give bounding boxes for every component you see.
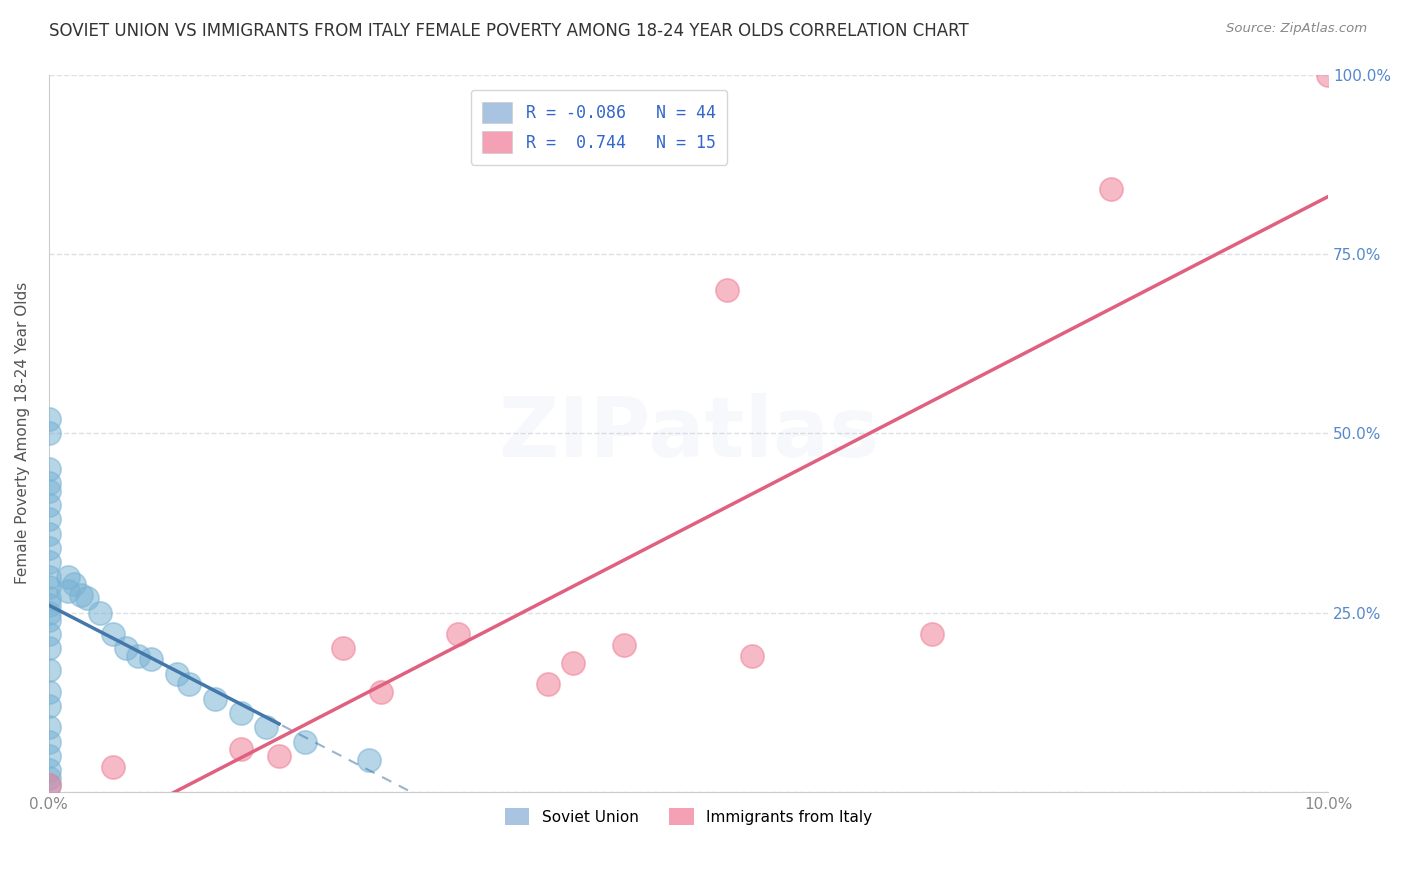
- Point: [38, 771, 60, 785]
- Point: [38, 599, 60, 613]
- Point: [38, 749, 60, 764]
- Point: [38, 698, 60, 713]
- Point: [38, 684, 60, 698]
- Point: [204, 691, 226, 706]
- Point: [38, 641, 60, 656]
- Point: [139, 652, 162, 666]
- Text: ZIPatlas: ZIPatlas: [498, 392, 879, 474]
- Point: [38, 627, 60, 641]
- Point: [38, 778, 60, 792]
- Point: [613, 638, 636, 652]
- Point: [69, 588, 91, 602]
- Y-axis label: Female Poverty Among 18-24 Year Olds: Female Poverty Among 18-24 Year Olds: [15, 282, 30, 584]
- Point: [716, 283, 738, 297]
- Point: [38, 541, 60, 555]
- Point: [38, 426, 60, 441]
- Point: [38, 581, 60, 595]
- Point: [294, 735, 316, 749]
- Point: [38, 764, 60, 778]
- Point: [357, 753, 380, 767]
- Point: [38, 476, 60, 491]
- Point: [56, 584, 79, 599]
- Point: [229, 706, 252, 720]
- Point: [370, 684, 392, 698]
- Text: SOVIET UNION VS IMMIGRANTS FROM ITALY FEMALE POVERTY AMONG 18-24 YEAR OLDS CORRE: SOVIET UNION VS IMMIGRANTS FROM ITALY FE…: [49, 22, 969, 40]
- Point: [38, 778, 60, 792]
- Point: [229, 742, 252, 756]
- Point: [38, 412, 60, 426]
- Point: [89, 606, 111, 620]
- Text: Source: ZipAtlas.com: Source: ZipAtlas.com: [1226, 22, 1367, 36]
- Point: [38, 498, 60, 512]
- Point: [1099, 182, 1122, 196]
- Point: [267, 749, 290, 764]
- Point: [38, 591, 60, 606]
- Point: [38, 555, 60, 569]
- Point: [38, 663, 60, 677]
- Point: [38, 735, 60, 749]
- Point: [562, 656, 585, 670]
- Point: [56, 570, 79, 584]
- Point: [1317, 68, 1340, 82]
- Point: [179, 677, 201, 691]
- Point: [741, 648, 763, 663]
- Point: [38, 613, 60, 627]
- Legend: Soviet Union, Immigrants from Italy: Soviet Union, Immigrants from Italy: [496, 798, 882, 835]
- Point: [921, 627, 943, 641]
- Point: [38, 720, 60, 734]
- Point: [38, 483, 60, 498]
- Point: [127, 648, 149, 663]
- Point: [38, 512, 60, 526]
- Point: [38, 526, 60, 541]
- Point: [38, 570, 60, 584]
- Point: [101, 760, 124, 774]
- Point: [114, 641, 136, 656]
- Point: [63, 577, 86, 591]
- Point: [537, 677, 560, 691]
- Point: [447, 627, 470, 641]
- Point: [76, 591, 98, 606]
- Point: [38, 462, 60, 476]
- Point: [332, 641, 354, 656]
- Point: [254, 720, 277, 734]
- Point: [38, 606, 60, 620]
- Point: [101, 627, 124, 641]
- Point: [166, 666, 188, 681]
